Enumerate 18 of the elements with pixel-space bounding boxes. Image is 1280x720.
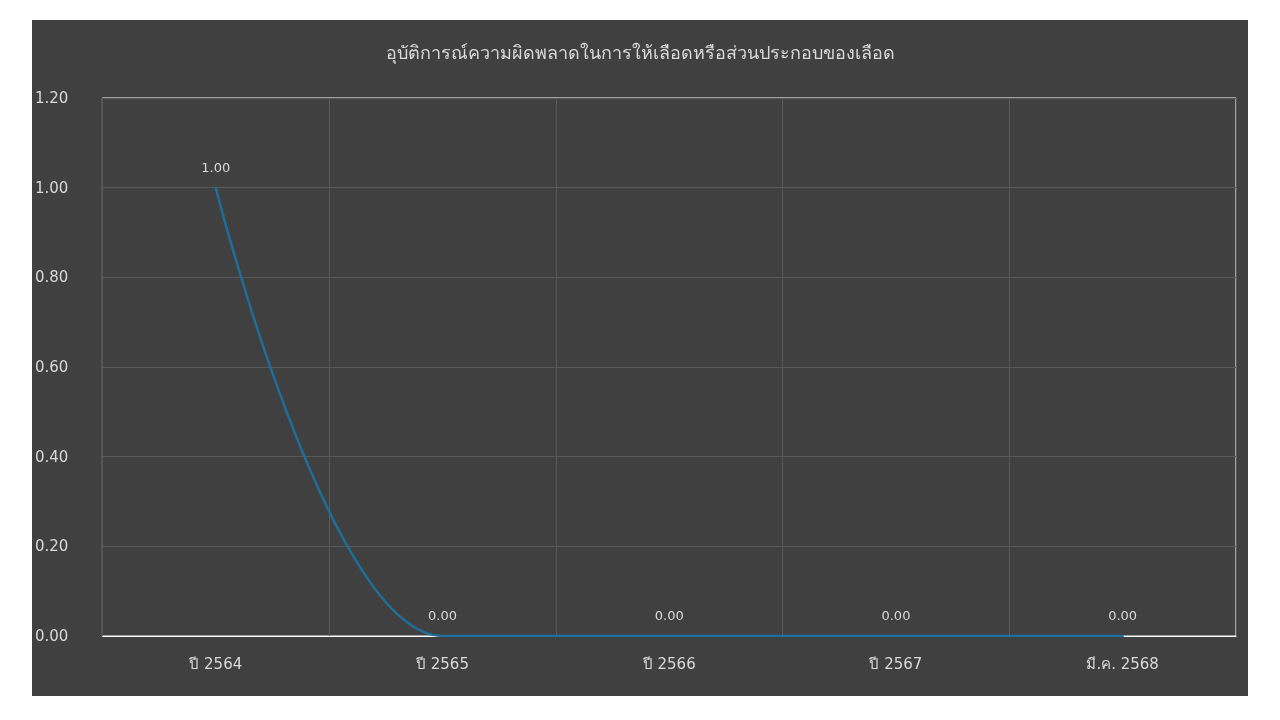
x-tick-label: ปี 2565 (415, 654, 469, 673)
data-label: 0.00 (654, 608, 684, 623)
data-label: 0.00 (428, 608, 457, 623)
chart-title: อุบัติการณ์ความผิดพลาดในการให้เลือดหรือส่วนประกอบของเลือด (385, 41, 895, 64)
data-label: 0.00 (881, 608, 911, 623)
data-label: 0.00 (1108, 608, 1138, 623)
y-tick-label: 0.40 (34, 447, 69, 466)
y-tick-label: 0.20 (34, 537, 69, 556)
y-tick-label: 0.60 (34, 358, 69, 376)
x-tick-label: ปี 2564 (188, 654, 243, 673)
x-tick-label: ปี 2566 (641, 654, 696, 673)
y-tick-label: 1.00 (34, 178, 69, 197)
data-label: 1.00 (201, 159, 231, 175)
y-tick-label: 1.20 (34, 89, 69, 107)
x-tick-label: มี.ค. 2568 (1086, 654, 1159, 673)
y-tick-label: 0.00 (34, 627, 69, 645)
x-tick-label: ปี 2567 (868, 654, 923, 673)
y-tick-label: 0.80 (34, 268, 69, 287)
